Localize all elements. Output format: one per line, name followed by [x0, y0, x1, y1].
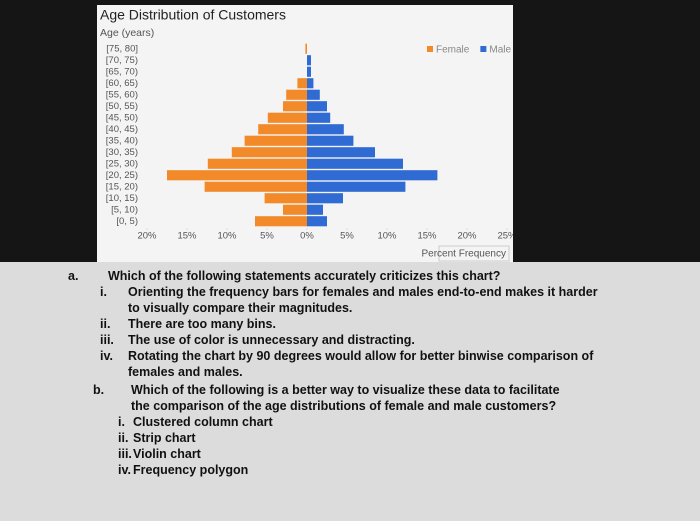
- bar: [267, 112, 307, 123]
- option-text: Strip chart: [133, 431, 196, 445]
- option: i. Clustered column chart: [0, 414, 700, 430]
- option: iv. Frequency polygon: [0, 462, 700, 478]
- question: a. Which of the following statements accu…: [0, 268, 700, 380]
- bar: [307, 112, 331, 123]
- y-tick-label: [45, 50): [106, 112, 138, 123]
- option: iv. Rotating the chart by 90 degrees woul…: [0, 348, 700, 380]
- option-label: ii.: [100, 317, 111, 331]
- y-tick-label: [20, 25): [106, 170, 138, 181]
- bar: [167, 170, 307, 181]
- question-text: Which of the following is a better way t…: [131, 383, 560, 413]
- y-axis-label: Age (years): [100, 27, 154, 39]
- x-tick-label: 15%: [417, 231, 437, 242]
- bar: [307, 78, 314, 89]
- x-tick-label: 0%: [300, 231, 314, 242]
- bar: [307, 89, 320, 100]
- chart-title: Age Distribution of Customers: [100, 7, 286, 23]
- x-tick-label: 25%: [497, 231, 513, 242]
- bar: [283, 101, 307, 112]
- bar: [244, 135, 307, 146]
- option-label: i.: [100, 285, 107, 299]
- option-label: iv.: [118, 463, 131, 477]
- option-text: Rotating the chart by 90 degrees would a…: [128, 349, 594, 379]
- y-tick-label: [60, 65): [106, 78, 138, 89]
- y-tick-label: [25, 30): [106, 158, 138, 169]
- x-axis-label: Percent Frequency: [422, 249, 507, 260]
- y-tick-label: [10, 15): [106, 193, 138, 204]
- bar: [307, 66, 311, 77]
- option: ii. There are too many bins.: [0, 316, 700, 332]
- x-tick-label: 20%: [457, 231, 477, 242]
- bar: [305, 43, 307, 54]
- bar: [258, 124, 307, 135]
- bar: [264, 193, 307, 204]
- x-tick-label: 10%: [217, 231, 237, 242]
- y-tick-label: [50, 55): [106, 101, 138, 112]
- option-label: iii.: [100, 333, 114, 347]
- option-label: ii.: [118, 431, 129, 445]
- y-tick-label: [65, 70): [106, 66, 138, 77]
- bar: [307, 216, 327, 227]
- bar: [207, 158, 307, 169]
- bar: [307, 135, 354, 146]
- y-tick-label: [55, 60): [106, 89, 138, 100]
- bar: [307, 204, 323, 215]
- x-tick-label: 20%: [137, 231, 157, 242]
- bar: [231, 147, 307, 158]
- x-label-box: [438, 245, 510, 262]
- bar: [297, 78, 307, 89]
- bar: [286, 89, 307, 100]
- option-label: i.: [118, 415, 125, 429]
- bar: [307, 124, 344, 135]
- option-text: Orienting the frequency bars for females…: [128, 285, 598, 315]
- y-tick-label: [35, 40): [106, 135, 138, 146]
- option: i. Orienting the frequency bars for femal…: [0, 284, 700, 316]
- option-text: Frequency polygon: [133, 463, 249, 477]
- questions: a. Which of the following statements accu…: [0, 268, 700, 478]
- question-label: b.: [93, 383, 105, 397]
- bar: [307, 158, 403, 169]
- legend-swatch: [427, 46, 433, 52]
- y-tick-label: [15, 20): [106, 181, 138, 192]
- bar: [307, 181, 406, 192]
- bar: [255, 216, 307, 227]
- y-tick-label: [5, 10): [111, 204, 138, 215]
- legend-label: Male: [489, 45, 511, 56]
- y-tick-label: [75, 80]: [106, 43, 138, 54]
- x-tick-label: 5%: [260, 231, 274, 242]
- bar: [307, 170, 438, 181]
- x-tick-label: 5%: [340, 231, 354, 242]
- option-text: There are too many bins.: [128, 317, 276, 331]
- y-tick-label: [40, 45): [106, 124, 138, 135]
- legend-label: Female: [436, 45, 470, 56]
- question: b. Which of the following is a better way…: [0, 382, 700, 478]
- bar: [307, 101, 327, 112]
- option-text: The use of color is unnecessary and dist…: [128, 333, 415, 347]
- bar: [307, 55, 311, 66]
- option-text: Violin chart: [133, 447, 201, 461]
- document-background: [0, 262, 700, 521]
- y-tick-label: [70, 75): [106, 55, 138, 66]
- chart-panel: Age Distribution of Customers Age (years…: [97, 5, 517, 262]
- bar: [307, 193, 343, 204]
- question-label: a.: [68, 269, 79, 283]
- option: ii. Strip chart: [0, 430, 700, 446]
- y-tick-label: [30, 35): [106, 147, 138, 158]
- chart: Age Distribution of Customers Age (years…: [100, 7, 517, 262]
- bar: [283, 204, 307, 215]
- bar: [307, 147, 375, 158]
- x-tick-label: 15%: [177, 231, 197, 242]
- question-text: Which of the following statements accura…: [108, 269, 501, 283]
- x-tick-label: 10%: [377, 231, 397, 242]
- option-label: iv.: [100, 349, 113, 363]
- option: iii. Violin chart: [0, 446, 700, 462]
- y-tick-label: [0, 5): [116, 216, 138, 227]
- legend-swatch: [480, 46, 487, 52]
- option: iii. The use of color is unnecessary and …: [0, 332, 700, 348]
- option-text: Clustered column chart: [133, 415, 273, 429]
- option-label: iii.: [118, 447, 132, 461]
- bar: [204, 181, 307, 192]
